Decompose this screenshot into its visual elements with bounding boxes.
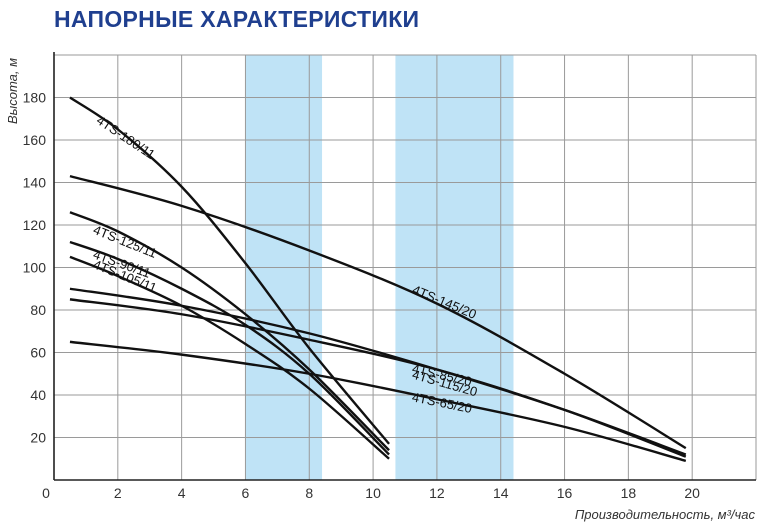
x-tick-label-16: 16: [557, 485, 573, 501]
y-tick-label-40: 40: [30, 387, 46, 403]
x-tick-label-4: 4: [178, 485, 186, 501]
x-tick-label-2: 2: [114, 485, 122, 501]
y-tick-label-60: 60: [30, 345, 46, 361]
x-tick-label-20: 20: [684, 485, 700, 501]
x-tick-label-6: 6: [242, 485, 250, 501]
y-tick-label-80: 80: [30, 302, 46, 318]
series-line-4ts-65-20: [69, 340, 687, 463]
series-lines: [69, 96, 687, 463]
x-tick-label-0: 0: [42, 485, 50, 501]
x-axis-label: Производительность, м³/час: [575, 507, 756, 522]
y-tick-label-160: 160: [23, 132, 47, 148]
series-line-4ts-90-11: [69, 240, 390, 456]
x-tick-label-12: 12: [429, 485, 445, 501]
series-line-4ts-125-11: [69, 211, 390, 452]
series-line-4ts-145-20: [69, 174, 687, 450]
x-tick-label-10: 10: [365, 485, 381, 501]
series-line-4ts-85-20: [69, 298, 687, 458]
y-tick-label-20: 20: [30, 430, 46, 446]
x-tick-label-14: 14: [493, 485, 509, 501]
series-line-4ts-105-11: [69, 255, 390, 460]
y-tick-label-140: 140: [23, 175, 47, 191]
grid-lines: [54, 54, 757, 480]
x-tick-label-8: 8: [305, 485, 313, 501]
y-tick-label-100: 100: [23, 260, 47, 276]
chart-title: НАПОРНЫЕ ХАРАКТЕРИСТИКИ: [54, 6, 420, 32]
x-tick-label-18: 18: [621, 485, 637, 501]
y-tick-labels: 20 40 60 80 100 120 140 160 180: [23, 90, 47, 446]
series-line-4ts-180-11: [69, 96, 390, 445]
axes: [53, 52, 756, 481]
x-tick-labels: 0 2 4 6 8 10 12 14 16 18 20: [42, 485, 700, 501]
y-axis-label: Высота, м: [5, 58, 20, 124]
y-tick-label-120: 120: [23, 217, 47, 233]
y-tick-label-180: 180: [23, 90, 47, 106]
series-label-4ts-180-11: 4TS-180/11: [94, 113, 158, 163]
